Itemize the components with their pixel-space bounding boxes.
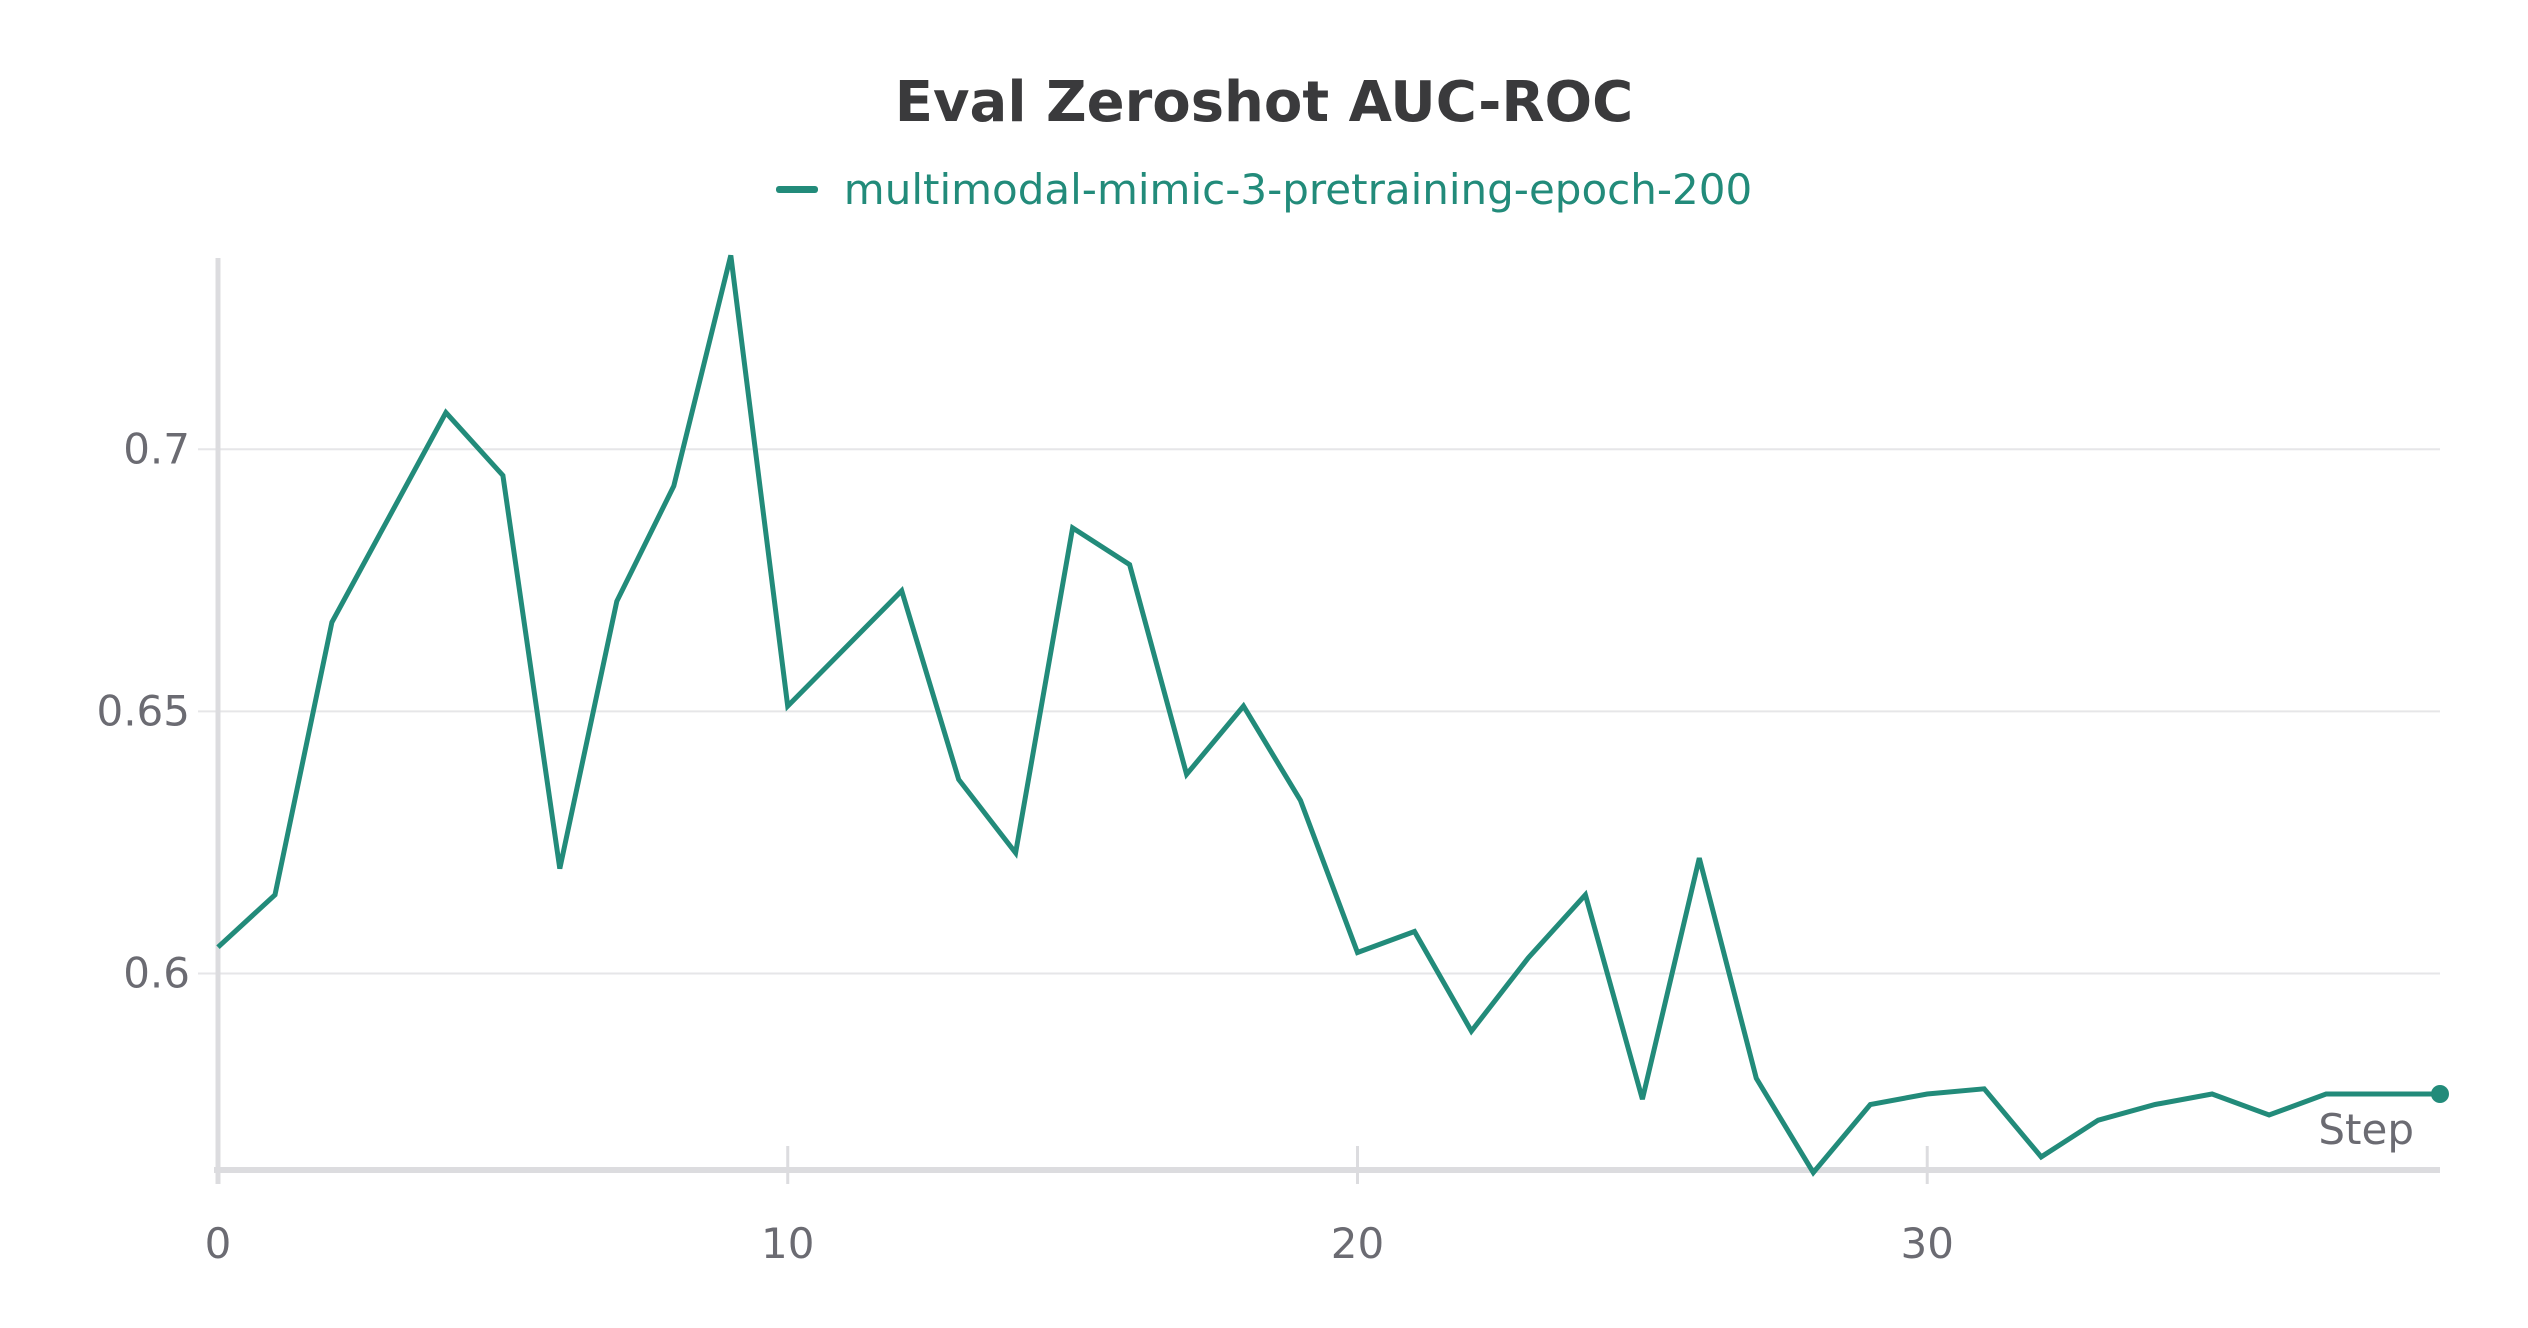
x-tick-label: 30 [1901,1219,1954,1268]
y-tick-label: 0.6 [123,948,190,997]
x-tick-label: 20 [1331,1219,1384,1268]
grid-lines [198,448,2440,975]
series-layer [216,254,2449,1177]
x-tick-label: 0 [205,1219,232,1268]
axes [214,258,2440,1184]
legend-series-label[interactable]: multimodal-mimic-3-pretraining-epoch-200 [843,165,1753,214]
y-tick-label: 0.7 [123,424,190,473]
legend-swatch [775,186,818,193]
x-tick-label: 10 [761,1219,814,1268]
series-endpoint [2431,1085,2449,1103]
series-line [216,254,2440,1177]
legend: multimodal-mimic-3-pretraining-epoch-200 [0,165,2528,214]
y-tick-label: 0.65 [96,686,190,735]
tick-labels: 0.6 0.65 0.7 0 10 20 30 Step [96,424,2414,1268]
chart-title: Eval Zeroshot AUC-ROC [894,70,1634,135]
x-axis-label: Step [2318,1105,2414,1154]
